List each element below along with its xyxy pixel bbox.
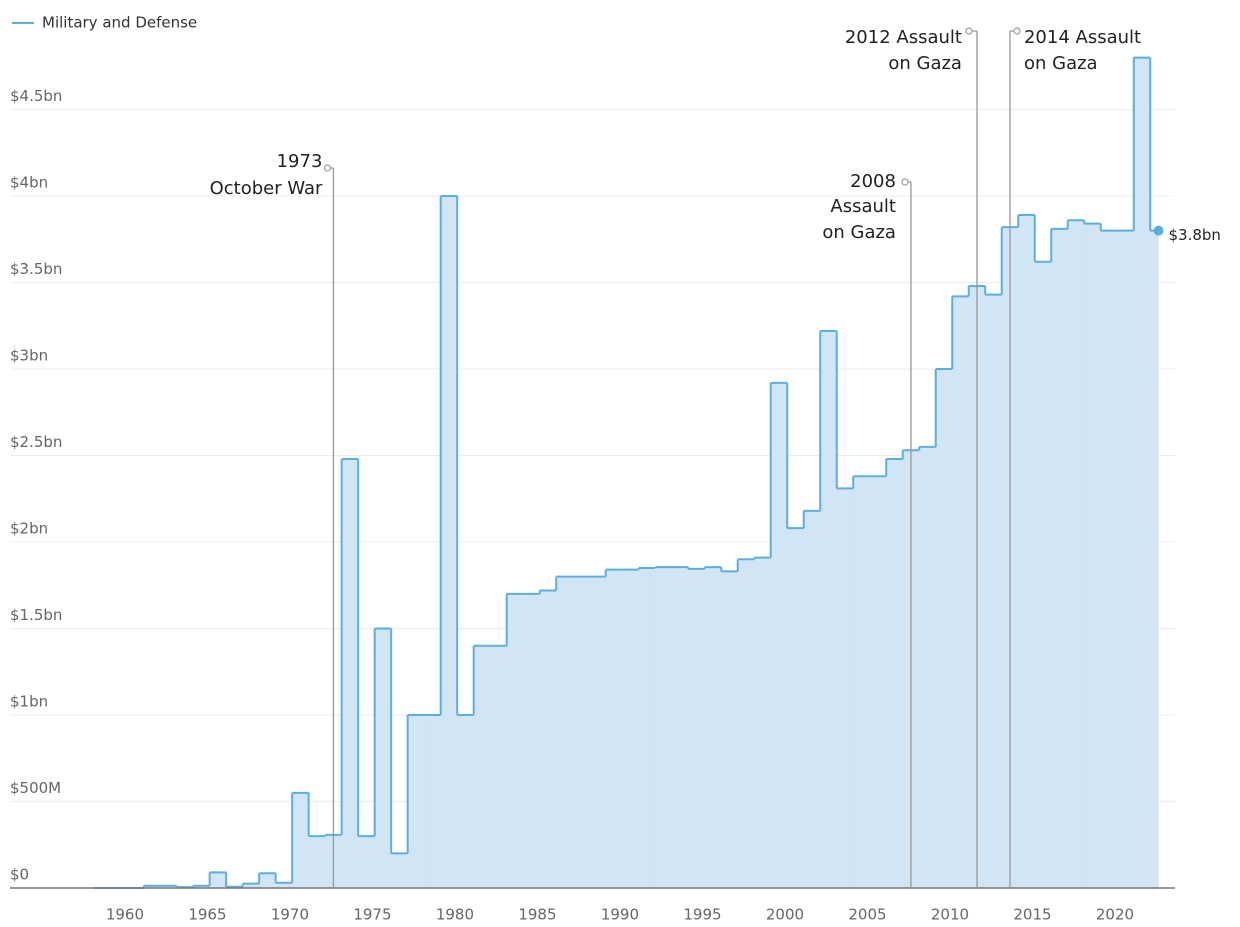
area-fill xyxy=(1100,230,1118,889)
annotation-text: Assault xyxy=(830,196,896,217)
area-fill xyxy=(1133,57,1151,889)
area-fill xyxy=(1034,261,1052,888)
area-fill xyxy=(853,476,871,888)
area-fill xyxy=(671,567,689,888)
area-fill xyxy=(259,873,276,888)
area-fill xyxy=(622,569,640,888)
x-tick-label: 2015 xyxy=(1013,906,1051,924)
y-tick-label: $4bn xyxy=(10,174,48,192)
annotation-dot xyxy=(1013,27,1021,35)
area-fill xyxy=(407,715,425,888)
area-fill xyxy=(754,557,772,888)
y-tick-label: $1bn xyxy=(10,693,48,711)
end-label: $3.8bn xyxy=(1168,226,1220,244)
area-fill xyxy=(358,836,375,888)
x-tick-label: 1995 xyxy=(683,906,721,924)
area-fill xyxy=(391,853,408,888)
area-fill xyxy=(605,569,623,888)
y-tick-label: $4.5bn xyxy=(10,87,62,105)
annotation-text: 2008 xyxy=(850,171,896,192)
area-fill xyxy=(374,628,392,888)
annotation-dot xyxy=(901,178,909,186)
area-fill xyxy=(292,792,309,888)
area-fill xyxy=(457,715,474,888)
area-fill xyxy=(704,567,722,888)
area-fill xyxy=(473,645,491,888)
y-tick-label: $1.5bn xyxy=(10,606,62,624)
area-fill xyxy=(737,559,755,888)
annotation-text: on Gaza xyxy=(1024,53,1098,74)
area-fill xyxy=(787,528,805,888)
x-tick-label: 2010 xyxy=(931,906,969,924)
area-fill xyxy=(952,296,970,889)
area-fill xyxy=(209,872,227,888)
annotation-dot xyxy=(965,27,973,35)
area-fill xyxy=(440,196,458,888)
area-fill xyxy=(275,882,293,888)
annotation-layer: 1973 October War 2008 Assault on Gaza 2012 As… xyxy=(210,27,1141,888)
annotation-dot xyxy=(323,164,332,172)
y-tick-label: $3.5bn xyxy=(10,260,62,278)
area-fill xyxy=(1117,230,1135,889)
x-tick-label: 1970 xyxy=(271,906,309,924)
end-dot xyxy=(1153,225,1164,236)
x-tick-label: 1990 xyxy=(601,906,639,924)
annotation-text: on Gaza xyxy=(888,53,962,74)
area-fill xyxy=(1018,215,1036,888)
area-fill xyxy=(803,510,821,888)
x-tick-label: 1960 xyxy=(106,906,144,924)
area-fill xyxy=(539,590,557,888)
area-fill xyxy=(919,446,937,888)
area-fill xyxy=(589,576,607,888)
area-fill xyxy=(1067,220,1085,889)
area-fill xyxy=(721,571,739,888)
area-fill xyxy=(193,885,210,888)
annotation-text: 2014 Assault xyxy=(1024,27,1141,48)
area-fill xyxy=(143,885,161,888)
area-fill xyxy=(160,885,177,888)
area-fill xyxy=(341,458,359,888)
area-fill xyxy=(506,593,524,888)
annotation-text: October War xyxy=(210,178,323,199)
x-tick-label: 1980 xyxy=(436,906,474,924)
x-tick-label: 1975 xyxy=(353,906,391,924)
x-tick-label: 2020 xyxy=(1096,906,1134,924)
y-tick-label: $0 xyxy=(10,866,29,884)
area-fill xyxy=(820,330,838,888)
area-fill xyxy=(688,568,706,888)
x-tick-label: 1965 xyxy=(188,906,226,924)
y-tick-label: $2bn xyxy=(10,520,48,538)
x-tick-label: 1985 xyxy=(518,906,556,924)
area-fill xyxy=(886,458,904,888)
area-fill xyxy=(490,645,507,888)
annotation-text: 2012 Assault xyxy=(845,27,962,48)
area-fill xyxy=(242,883,260,888)
area-fill xyxy=(770,382,788,888)
area-fill xyxy=(638,567,656,888)
area-fill xyxy=(935,369,953,888)
area-fill xyxy=(572,576,590,888)
area-fill xyxy=(1150,230,1159,889)
area-fill xyxy=(523,593,540,888)
y-tick-label: $3bn xyxy=(10,347,48,365)
area-fill xyxy=(655,567,673,888)
area-fill xyxy=(985,294,1003,888)
x-tick-label: 2000 xyxy=(766,906,804,924)
top-layer: $3.8bn Military and Defense xyxy=(12,14,1221,244)
legend-label: Military and Defense xyxy=(42,14,197,32)
area-fill xyxy=(869,476,887,888)
annotation-text: 1973 xyxy=(277,151,323,172)
area-fill xyxy=(424,715,441,888)
y-tick-label: $2.5bn xyxy=(10,433,62,451)
area-fill xyxy=(836,488,854,888)
area-layer xyxy=(10,56,1175,889)
annotation-text: on Gaza xyxy=(822,222,896,243)
area-fill xyxy=(556,576,573,888)
x-tick-label: 2005 xyxy=(848,906,886,924)
y-tick-label: $500M xyxy=(10,779,61,797)
area-fill xyxy=(1051,228,1069,888)
area-fill xyxy=(308,836,326,888)
area-fill xyxy=(1084,223,1102,888)
